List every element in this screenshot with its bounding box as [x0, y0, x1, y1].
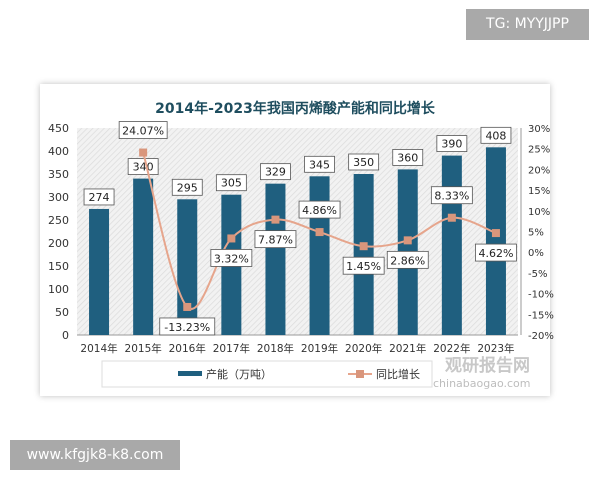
x-tick-label: 2022年 [433, 342, 470, 355]
legend-line-marker [356, 370, 364, 378]
bar [133, 178, 154, 335]
growth-marker [139, 148, 148, 157]
logo-cn: 观研报告网 [444, 355, 530, 376]
bar-label: 340 [133, 161, 154, 174]
right-tick-label: 5% [528, 228, 544, 239]
growth-marker [183, 302, 192, 311]
growth-label-box [298, 200, 341, 219]
bar [441, 155, 462, 335]
right-tick-label: 10% [528, 207, 550, 218]
left-tick-label: 150 [48, 260, 69, 273]
bar-label: 360 [397, 151, 418, 164]
right-tick-label: 20% [528, 165, 550, 176]
bar-label-box [436, 135, 468, 153]
growth-label: -13.23% [164, 321, 210, 334]
growth-label: 8.33% [434, 190, 469, 203]
bar [177, 199, 198, 335]
bar-label: 408 [485, 129, 506, 142]
growth-label-box [159, 317, 216, 336]
bar-label-box [304, 155, 335, 173]
bar-label-box [480, 126, 512, 144]
bar-label-box [260, 163, 291, 181]
left-tick-label: 350 [48, 168, 69, 181]
left-tick-label: 450 [48, 122, 69, 135]
growth-label-box [430, 186, 473, 205]
x-tick-label: 2021年 [389, 342, 426, 355]
bar [485, 147, 506, 335]
bar-label: 329 [265, 166, 286, 179]
left-tick-label: 300 [48, 191, 69, 204]
x-tick-label: 2016年 [169, 342, 206, 355]
growth-marker [403, 236, 412, 245]
legend-line-label: 同比增长 [376, 367, 420, 381]
bar-label: 274 [89, 191, 110, 204]
growth-label: 4.86% [302, 204, 337, 217]
x-tick-label: 2014年 [80, 342, 117, 355]
right-tick-label: 15% [528, 186, 550, 197]
growth-label-box [475, 243, 517, 262]
right-tick-label: 30% [528, 124, 550, 135]
bar-label-box [392, 148, 424, 166]
growth-marker [359, 242, 368, 251]
right-tick-label: -10% [528, 290, 554, 301]
left-tick-label: 200 [48, 237, 69, 250]
left-tick-label: 100 [48, 283, 69, 296]
growth-label: 1.45% [346, 260, 381, 273]
growth-label-box [342, 256, 385, 275]
watermark-site: www.kfgjk8-k8.com [10, 440, 180, 470]
bar-label: 345 [309, 158, 330, 171]
growth-label: 2.86% [390, 254, 425, 267]
bar-label-box [127, 158, 159, 176]
chart-title: 2014年-2023年我国丙烯酸产能和同比增长 [155, 100, 436, 117]
x-tick-label: 2017年 [213, 342, 250, 355]
x-tick-label: 2023年 [477, 342, 514, 355]
growth-label-box [386, 250, 429, 269]
bar [353, 174, 374, 335]
growth-marker [271, 215, 280, 224]
bar-label: 390 [441, 138, 462, 151]
right-tick-label: 0% [528, 248, 544, 259]
watermark-tg: TG: MYYJJPP [466, 9, 589, 40]
growth-label: 7.87% [258, 234, 293, 247]
left-tick-label: 250 [48, 214, 69, 227]
bar-label-box [171, 178, 203, 196]
bar-label: 295 [177, 181, 198, 194]
growth-label-box [118, 121, 168, 139]
bar [265, 183, 286, 335]
growth-label-box [210, 249, 253, 267]
bar-label-box [83, 188, 115, 206]
bar-label: 350 [353, 156, 374, 169]
growth-marker [227, 234, 236, 243]
legend-bar-label: 产能（万吨） [206, 367, 272, 381]
x-tick-label: 2015年 [125, 342, 162, 355]
bar-label-box [215, 174, 247, 192]
right-tick-label: -15% [528, 310, 554, 321]
growth-marker [491, 229, 500, 238]
right-tick-label: -20% [528, 331, 554, 342]
right-tick-label: -5% [528, 269, 547, 280]
x-tick-label: 2018年 [257, 342, 294, 355]
growth-label: 4.62% [478, 247, 513, 260]
growth-label: 24.07% [122, 125, 164, 138]
growth-label: 3.32% [214, 252, 249, 265]
legend [101, 360, 433, 388]
left-tick-label: 0 [62, 329, 69, 342]
growth-marker [315, 228, 324, 237]
x-tick-label: 2019年 [301, 342, 338, 355]
right-tick-label: 25% [528, 145, 550, 156]
growth-marker [447, 213, 456, 222]
bar [89, 208, 110, 335]
bar-label: 305 [221, 177, 242, 190]
growth-label-box [254, 230, 297, 249]
x-tick-label: 2020年 [345, 342, 382, 355]
logo-en: chinabaogao.com [433, 377, 531, 390]
bar-label-box [348, 153, 380, 171]
left-tick-label: 400 [48, 145, 69, 158]
left-tick-label: 50 [55, 306, 69, 319]
bar [309, 176, 330, 335]
legend-bar-swatch [178, 371, 202, 376]
